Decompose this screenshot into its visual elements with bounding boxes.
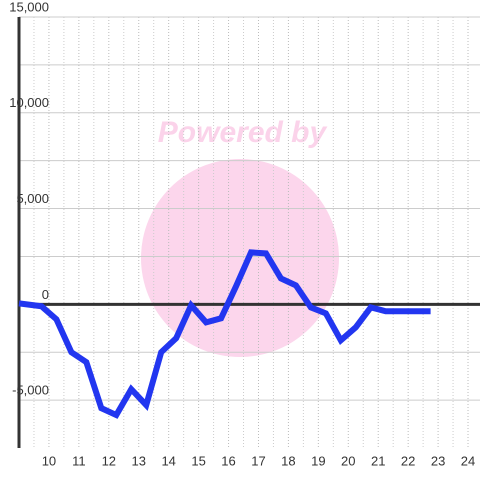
x-tick-label: 16 <box>221 453 235 468</box>
watermark-logo <box>141 159 339 357</box>
y-tick-label: 5,000 <box>16 191 49 206</box>
x-tick-label: 20 <box>341 453 355 468</box>
y-tick-label: 0 <box>42 287 49 302</box>
data-line <box>18 249 431 419</box>
x-tick-label: 23 <box>431 453 445 468</box>
x-tick-label: 11 <box>72 453 86 468</box>
x-tick-label: 22 <box>401 453 415 468</box>
x-tick-label: 24 <box>461 453 475 468</box>
x-tick-label: 17 <box>251 453 265 468</box>
y-tick-label: -5,000 <box>12 383 49 398</box>
x-tick-label: 14 <box>161 453 175 468</box>
watermark: Powered by <box>158 116 328 149</box>
x-tick-label: 21 <box>371 453 385 468</box>
x-tick-label: 18 <box>281 453 295 468</box>
x-tick-label: 15 <box>191 453 205 468</box>
x-tick-label: 19 <box>311 453 325 468</box>
y-tick-label: 10,000 <box>9 95 49 110</box>
x-tick-label: 13 <box>132 453 146 468</box>
y-tick-label: 15,000 <box>9 0 49 14</box>
x-tick-label: 12 <box>102 453 116 468</box>
x-tick-label: 10 <box>42 453 56 468</box>
